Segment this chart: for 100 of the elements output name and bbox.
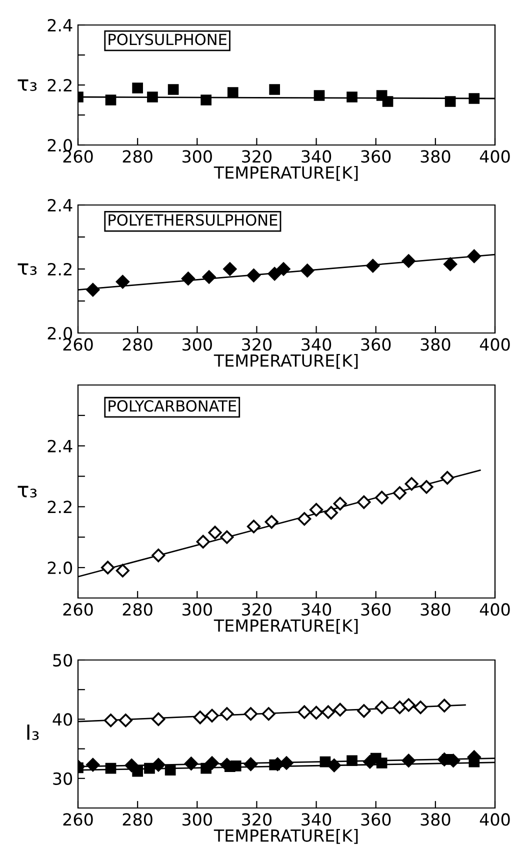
x-tick-label: 360 (361, 338, 391, 351)
x-tick-label: 280 (122, 150, 152, 163)
point (223, 262, 237, 276)
point (414, 700, 428, 714)
point (200, 762, 212, 774)
y-tick-label: 2.4 (48, 18, 72, 32)
x-tick-label: 380 (420, 603, 450, 616)
point (116, 275, 130, 289)
x-tick-label: 280 (122, 338, 152, 351)
y-tick-label: 2.2 (48, 262, 72, 276)
point (181, 272, 196, 286)
x-tick-label: 320 (242, 813, 272, 826)
point (392, 700, 406, 714)
x-tick-label: 260 (63, 813, 93, 826)
point (227, 87, 238, 98)
x-tick-label: 300 (182, 603, 212, 616)
point (105, 762, 116, 774)
point (333, 702, 347, 717)
x-tick-label: 380 (420, 813, 450, 826)
point (444, 96, 456, 107)
x-tick-label: 320 (242, 603, 272, 616)
y-axis-title: τ₃ (18, 79, 37, 91)
point (152, 548, 166, 562)
point (132, 82, 143, 94)
point (324, 506, 338, 520)
point (333, 496, 347, 510)
x-tick-label: 360 (361, 150, 391, 163)
y-tick-label: 40 (52, 713, 72, 726)
point (147, 92, 158, 102)
y-tick-label: 2.4 (48, 440, 72, 452)
point (438, 698, 452, 712)
point (268, 267, 282, 281)
point (144, 762, 155, 774)
point (314, 90, 325, 101)
y-axis-title: τ₃ (18, 486, 37, 498)
x-tick-label: 320 (242, 150, 272, 163)
point (264, 515, 278, 529)
point (375, 700, 389, 714)
point (357, 704, 371, 718)
point (375, 490, 389, 504)
x-tick-label: 400 (480, 150, 510, 163)
point (244, 707, 258, 721)
x-tick-label: 300 (182, 813, 212, 826)
point (100, 560, 115, 574)
point (205, 708, 219, 722)
point (309, 706, 324, 720)
x-tick-label: 340 (302, 338, 332, 351)
point (246, 520, 261, 534)
point (402, 754, 416, 768)
point (116, 564, 130, 578)
point (104, 714, 118, 728)
x-axis-title: TEMPERATURE[K] (214, 828, 358, 844)
point (366, 259, 380, 273)
x-tick-label: 340 (302, 603, 332, 616)
x-tick-label: 360 (361, 813, 391, 826)
point (196, 534, 210, 549)
x-tick-label: 260 (63, 150, 93, 163)
x-tick-label: 280 (122, 603, 152, 616)
x-tick-label: 360 (361, 603, 391, 616)
point (164, 764, 176, 776)
x-tick-label: 380 (420, 338, 450, 351)
point (402, 698, 416, 712)
point (420, 480, 434, 494)
point (244, 757, 258, 771)
x-axis-title: TEMPERATURE[K] (214, 354, 358, 369)
x-axis-title: TEMPERATURE[K] (214, 618, 358, 634)
point (276, 262, 290, 276)
point (382, 96, 394, 107)
point (269, 84, 280, 95)
point (327, 758, 341, 772)
point (200, 94, 212, 106)
y-tick-label: 2.0 (48, 562, 72, 574)
y-tick-label: 2.0 (48, 138, 72, 152)
point (230, 760, 242, 772)
x-tick-label: 280 (122, 813, 152, 826)
point (468, 93, 480, 104)
point (298, 705, 312, 719)
y-tick-label: 2.0 (48, 326, 72, 340)
point (168, 84, 179, 95)
point (321, 705, 335, 719)
point (269, 759, 280, 770)
point (280, 756, 294, 770)
point (220, 707, 234, 721)
y-tick-label: 50 (53, 654, 72, 667)
y-axis-title: I₃ (27, 724, 39, 740)
point (202, 270, 216, 284)
point (193, 710, 207, 724)
point (402, 254, 416, 268)
chart-title: POLYSULPHONE (108, 34, 226, 46)
point (132, 766, 143, 777)
point (220, 530, 234, 544)
x-axis-title: TEMPERATURE[K] (214, 166, 358, 181)
text: POLYCARBONATE (108, 400, 236, 412)
point (309, 502, 324, 517)
point (442, 754, 453, 765)
point (300, 264, 314, 278)
point (86, 758, 100, 772)
point (184, 756, 198, 770)
point (346, 755, 358, 766)
x-tick-label: 380 (420, 150, 450, 163)
